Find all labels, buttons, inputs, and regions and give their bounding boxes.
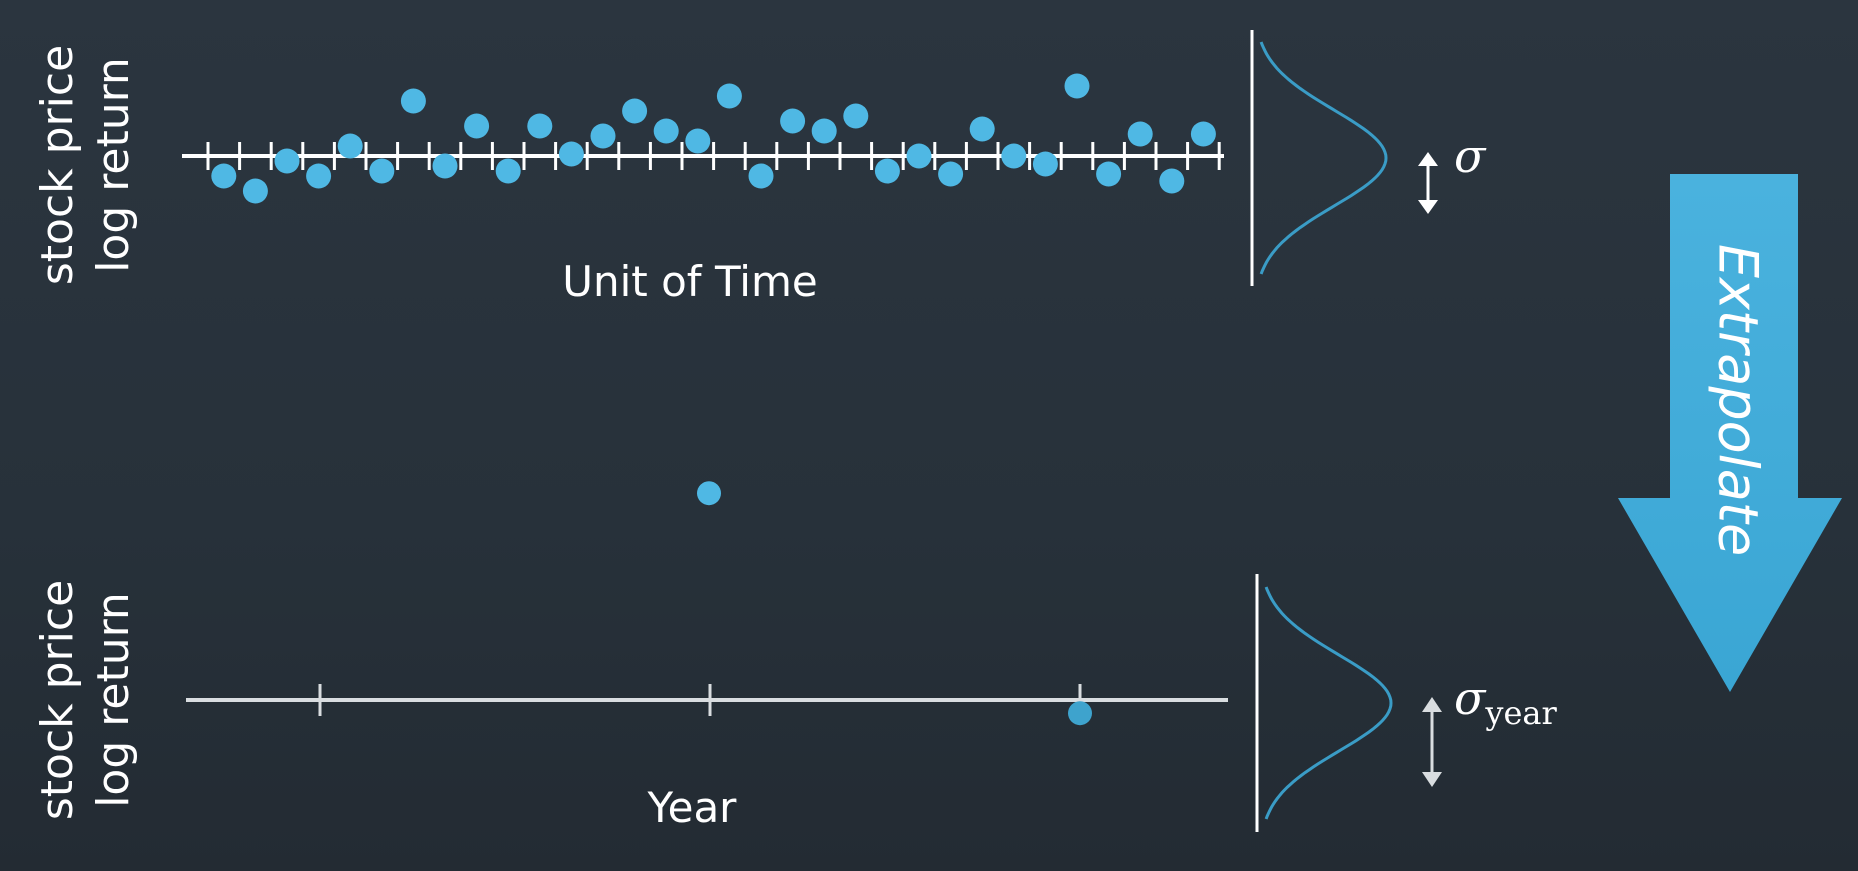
top-data-point [874, 158, 900, 184]
top-sigma-label: σ [1454, 129, 1487, 183]
bottom-distribution-curve [1264, 586, 1393, 820]
top-data-point [558, 141, 584, 167]
top-data-point [306, 163, 332, 189]
top-data-point [843, 103, 869, 129]
top-data-point [400, 88, 426, 114]
top-xlabel: Unit of Time [562, 257, 817, 306]
top-data-point [780, 108, 806, 134]
top-data-point [211, 163, 237, 189]
bottom-chart: stock price log return Year σyear [32, 481, 1558, 832]
bottom-data-points [697, 481, 1092, 726]
extrapolate-arrow: Extrapolate [1618, 174, 1842, 692]
top-data-point [369, 158, 395, 184]
top-data-point [1127, 121, 1153, 147]
top-data-point [969, 116, 995, 142]
top-data-point [811, 118, 837, 144]
top-data-point [1159, 168, 1185, 194]
top-data-point [906, 143, 932, 169]
top-data-point [1190, 121, 1216, 147]
top-data-point [748, 163, 774, 189]
bottom-data-point [1068, 701, 1092, 726]
top-data-point [1032, 151, 1058, 177]
top-data-point [622, 98, 648, 124]
top-data-point [685, 128, 711, 154]
extrapolate-arrow-shape [1618, 174, 1842, 692]
top-data-point [242, 178, 268, 204]
extrapolate-label: Extrapolate [1706, 244, 1769, 556]
top-ylabel-line2: log return [88, 57, 139, 273]
top-data-point [1001, 143, 1027, 169]
top-chart: stock price log return Unit of Time σ [32, 30, 1487, 306]
top-data-point [527, 113, 553, 139]
bottom-data-point [697, 481, 721, 506]
top-data-point [1064, 73, 1090, 99]
bottom-ylabel-line1: stock price [32, 580, 83, 820]
top-data-points [211, 73, 1216, 204]
top-data-point [274, 148, 300, 174]
top-distribution-curve [1259, 41, 1388, 275]
bottom-sigma-label: σyear [1454, 671, 1558, 732]
top-data-point [337, 133, 363, 159]
top-ylabel-line1: stock price [32, 45, 83, 285]
top-data-point [1096, 161, 1122, 187]
top-data-point [716, 83, 742, 109]
top-ticks [206, 142, 1221, 170]
top-data-point [464, 113, 490, 139]
bottom-sigma-arrow [1422, 697, 1442, 787]
top-data-point [432, 153, 458, 179]
top-data-point [653, 118, 679, 144]
bottom-xlabel: Year [647, 783, 738, 832]
top-data-point [495, 158, 521, 184]
top-data-point [590, 123, 616, 149]
top-sigma-arrow [1418, 152, 1438, 214]
top-data-point [938, 161, 964, 187]
bottom-ylabel-line2: log return [88, 592, 139, 808]
